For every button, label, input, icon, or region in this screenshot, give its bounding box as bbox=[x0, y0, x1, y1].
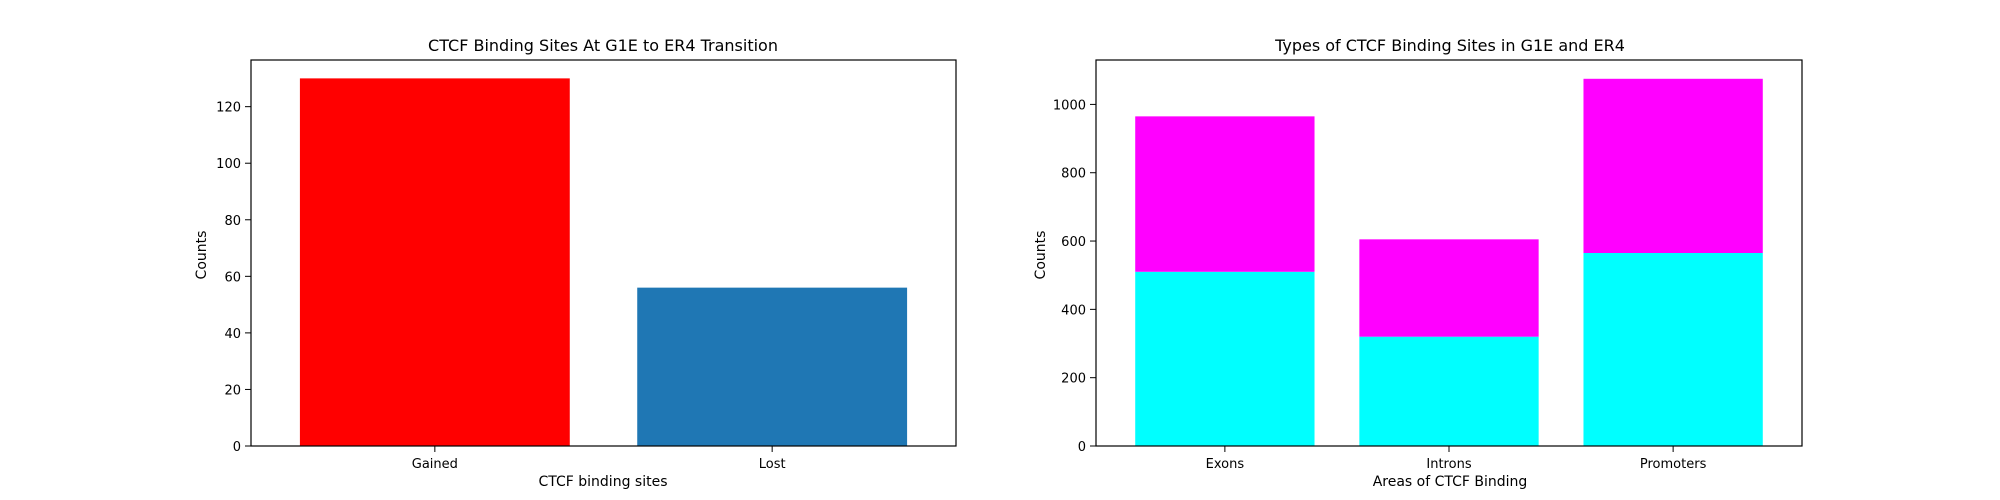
axes-frame bbox=[250, 59, 957, 447]
x-ticks: Gained Lost bbox=[412, 446, 786, 472]
y-tick-label: 0 bbox=[1078, 440, 1086, 455]
bars bbox=[1135, 78, 1763, 446]
bar-lost bbox=[637, 287, 908, 446]
y-tick-label: 0 bbox=[233, 440, 241, 455]
y-tick-label: 120 bbox=[216, 101, 241, 116]
axes-frame bbox=[1095, 59, 1803, 447]
y-tick-label: 800 bbox=[1061, 167, 1086, 182]
bar-gained bbox=[299, 78, 570, 446]
x-ticks: Exons Introns Promoters bbox=[1206, 446, 1707, 472]
y-tick-label: 1000 bbox=[1053, 98, 1086, 113]
chart-binding-types: Types of CTCF Binding Sites in G1E and E… bbox=[1033, 36, 1803, 490]
bar-exons-segment-0 bbox=[1135, 271, 1315, 446]
y-tick-label: 80 bbox=[224, 214, 241, 229]
bar-exons-segment-1 bbox=[1135, 116, 1315, 272]
bar-promoters-segment-0 bbox=[1583, 253, 1763, 446]
chart-title: CTCF Binding Sites At G1E to ER4 Transit… bbox=[428, 36, 778, 55]
y-tick-label: 400 bbox=[1061, 303, 1086, 318]
bar-introns-segment-0 bbox=[1359, 336, 1539, 446]
y-tick-label: 100 bbox=[216, 157, 241, 172]
bars bbox=[299, 78, 908, 446]
x-axis-label: CTCF binding sites bbox=[538, 474, 667, 490]
y-tick-label: 60 bbox=[224, 270, 241, 285]
bar-introns-segment-1 bbox=[1359, 239, 1539, 337]
y-ticks: 0 200 400 600 800 1000 bbox=[1053, 98, 1096, 455]
chart-ctcf-transition: CTCF Binding Sites At G1E to ER4 Transit… bbox=[194, 36, 957, 490]
bar-promoters-segment-1 bbox=[1583, 78, 1763, 253]
x-tick-label-lost: Lost bbox=[759, 457, 786, 472]
y-tick-label: 200 bbox=[1061, 372, 1086, 387]
y-ticks: 0 20 40 60 80 100 120 bbox=[216, 101, 251, 455]
y-tick-label: 40 bbox=[224, 327, 241, 342]
y-tick-label: 600 bbox=[1061, 235, 1086, 250]
y-tick-label: 20 bbox=[224, 383, 241, 398]
y-axis-label: Counts bbox=[194, 231, 210, 280]
y-axis-label: Counts bbox=[1033, 231, 1049, 280]
chart-title: Types of CTCF Binding Sites in G1E and E… bbox=[1274, 36, 1625, 55]
x-tick-label-introns: Introns bbox=[1426, 457, 1471, 472]
x-tick-label-exons: Exons bbox=[1206, 457, 1245, 472]
x-tick-label-promoters: Promoters bbox=[1640, 457, 1707, 472]
x-axis-label: Areas of CTCF Binding bbox=[1373, 474, 1528, 490]
x-tick-label-gained: Gained bbox=[412, 457, 458, 472]
